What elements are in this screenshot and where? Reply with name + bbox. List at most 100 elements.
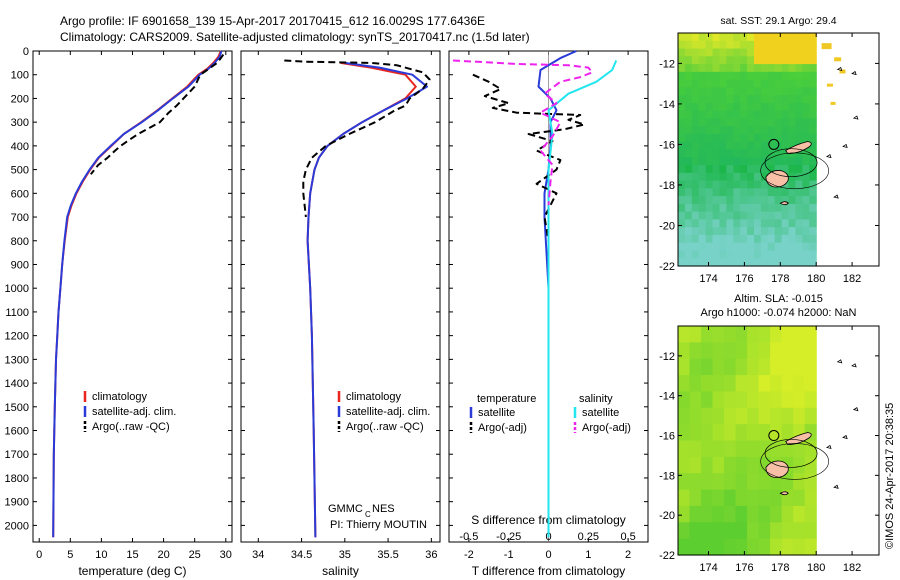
- map-cell: [774, 234, 783, 244]
- map-cell: [735, 326, 748, 343]
- map-cell: [781, 375, 794, 393]
- map-cell: [754, 157, 762, 166]
- map-cell: [684, 242, 693, 252]
- map-cell: [781, 64, 790, 73]
- map-cell: [678, 87, 686, 96]
- x-tick-label: 2: [625, 549, 631, 561]
- map-cell: [781, 358, 794, 376]
- map-cell: [795, 203, 803, 213]
- map-cell: [740, 79, 748, 88]
- map-cell: [747, 456, 760, 474]
- map-cell: [678, 165, 686, 174]
- map-cell: [678, 250, 686, 259]
- panel-salinity: 34 34.5 35 35.5 36 salinity climatology satelli…: [240, 50, 441, 578]
- map-cell: [719, 40, 727, 50]
- map-cell: [809, 172, 817, 182]
- map-cell: [804, 358, 817, 376]
- map-cell: [678, 326, 691, 343]
- x-tick-label: 176: [735, 562, 753, 574]
- map-cell: [747, 196, 755, 205]
- map-cell: [705, 71, 714, 81]
- map-cell: [747, 40, 755, 50]
- map-cell: [754, 64, 762, 73]
- map-cell: [781, 424, 794, 442]
- map-cell: [691, 258, 700, 267]
- map-cell: [735, 538, 748, 556]
- map-cell: [712, 489, 725, 507]
- map-cell: [678, 407, 691, 425]
- map-cell: [701, 424, 714, 442]
- map-cell: [726, 211, 734, 220]
- map-cell: [781, 133, 790, 143]
- map-cell: [705, 149, 714, 158]
- map-cell: [774, 250, 783, 259]
- map-cell: [804, 342, 817, 360]
- map-cell: [698, 188, 707, 197]
- map-cell: [691, 172, 700, 182]
- map-cell: [740, 40, 748, 50]
- map-cell: [793, 522, 806, 540]
- map-cell: [754, 165, 762, 174]
- map-cell: [740, 33, 748, 42]
- map-cell: [678, 172, 686, 182]
- map-cell: [770, 440, 783, 458]
- island-shape: [851, 70, 857, 76]
- map-cell: [701, 440, 714, 458]
- map-cell: [684, 188, 693, 197]
- map-cell: [691, 79, 700, 88]
- map-cell: [705, 188, 714, 197]
- map-cell: [747, 473, 760, 491]
- series-line-differences-1: [472, 73, 586, 241]
- map-cell: [781, 473, 794, 491]
- legend-label: climatology: [346, 391, 402, 403]
- map-cell: [712, 157, 721, 166]
- map-cell: [760, 211, 769, 220]
- map-cell: [809, 40, 817, 50]
- map-cell: [802, 87, 810, 96]
- map-cell: [719, 172, 727, 182]
- map-cell: [740, 149, 748, 158]
- map-cell: [754, 196, 762, 205]
- map-cell: [767, 133, 776, 143]
- map-cell: [701, 375, 714, 393]
- map-cell: [733, 48, 741, 57]
- map-cell: [795, 188, 803, 197]
- map-cell: [691, 211, 700, 220]
- map-cell: [809, 258, 817, 267]
- map-cell: [754, 250, 762, 259]
- map-cell: [809, 33, 817, 42]
- map-cell: [788, 196, 797, 205]
- legend-header-salinity: salinity: [579, 393, 613, 405]
- map-cell: [740, 118, 748, 127]
- map-cell: [726, 95, 734, 104]
- map-cell: [735, 342, 748, 360]
- map-cell: [698, 234, 707, 244]
- map-cell: [760, 110, 769, 120]
- map-cell: [712, 188, 721, 197]
- x-tick-label: 25: [189, 549, 201, 561]
- map-cell: [691, 126, 700, 135]
- map-title-line2: Argo h1000: -0.074 h2000: NaN: [701, 307, 857, 319]
- map-cell: [701, 473, 714, 491]
- map-cell: [781, 538, 794, 556]
- map-cell: [781, 188, 790, 197]
- map-cell: [712, 172, 721, 182]
- map-cell: [719, 165, 727, 174]
- map-cell: [804, 440, 817, 458]
- y-tick-label: 600: [11, 188, 29, 200]
- map-cell: [747, 391, 760, 409]
- map-cell: [809, 110, 817, 120]
- map-cell: [698, 219, 707, 228]
- x-tick-label: 180: [807, 273, 825, 285]
- map-cell: [726, 180, 734, 189]
- map-cell: [760, 141, 769, 151]
- map-cell: [719, 118, 727, 127]
- map-cell: [754, 87, 762, 96]
- map-cell: [684, 33, 693, 42]
- map-cell: [754, 71, 762, 81]
- map-cell: [712, 440, 725, 458]
- map-title-line1: Altim. SLA: -0.015: [734, 293, 823, 305]
- map-cell: [795, 250, 803, 259]
- map-cell: [719, 211, 727, 220]
- map-cell: [788, 211, 797, 220]
